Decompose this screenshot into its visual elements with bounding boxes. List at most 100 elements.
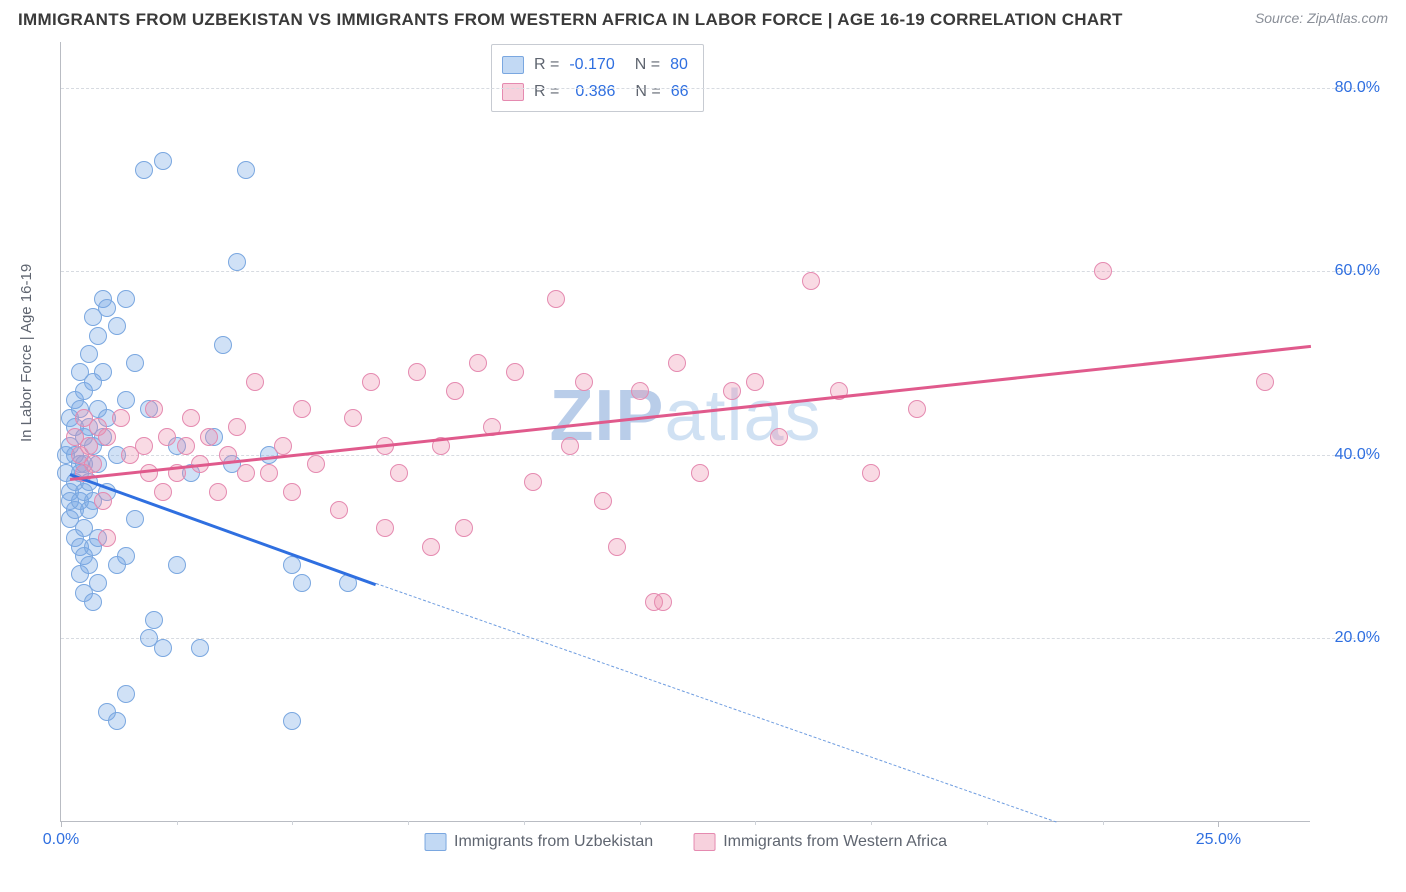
plot-area: ZIPatlas R = -0.170 N = 80 R = 0.386 N =… bbox=[60, 42, 1310, 822]
gridline-h bbox=[61, 455, 1370, 456]
legend-swatch-pink-icon bbox=[693, 833, 715, 851]
scatter-point bbox=[135, 437, 153, 455]
scatter-point bbox=[89, 574, 107, 592]
scatter-point bbox=[283, 483, 301, 501]
x-tick-minor bbox=[408, 821, 409, 825]
stats-row-blue: R = -0.170 N = 80 bbox=[502, 51, 689, 78]
chart-container: In Labor Force | Age 16-19 ZIPatlas R = … bbox=[28, 42, 1388, 882]
scatter-point bbox=[94, 363, 112, 381]
scatter-point bbox=[446, 382, 464, 400]
stats-n-blue: 80 bbox=[670, 51, 688, 78]
scatter-point bbox=[547, 290, 565, 308]
stats-row-pink: R = 0.386 N = 66 bbox=[502, 78, 689, 105]
stats-legend-box: R = -0.170 N = 80 R = 0.386 N = 66 bbox=[491, 44, 704, 112]
gridline-h bbox=[61, 271, 1370, 272]
stats-r-label: R = bbox=[534, 51, 559, 78]
scatter-point bbox=[561, 437, 579, 455]
scatter-point bbox=[376, 519, 394, 537]
y-tick-label: 40.0% bbox=[1335, 446, 1380, 464]
scatter-point bbox=[145, 400, 163, 418]
scatter-point bbox=[631, 382, 649, 400]
scatter-point bbox=[283, 712, 301, 730]
source-label: Source: ZipAtlas.com bbox=[1255, 10, 1388, 26]
scatter-point bbox=[182, 409, 200, 427]
scatter-point bbox=[177, 437, 195, 455]
swatch-pink-icon bbox=[502, 83, 524, 101]
scatter-point bbox=[84, 593, 102, 611]
scatter-point bbox=[94, 492, 112, 510]
scatter-point bbox=[98, 299, 116, 317]
stats-r-label2: R = bbox=[534, 78, 559, 105]
scatter-point bbox=[80, 437, 98, 455]
scatter-point bbox=[98, 428, 116, 446]
legend-item-pink: Immigrants from Western Africa bbox=[693, 833, 947, 851]
scatter-point bbox=[117, 391, 135, 409]
scatter-point bbox=[594, 492, 612, 510]
scatter-point bbox=[390, 464, 408, 482]
regression-line bbox=[70, 345, 1311, 481]
scatter-point bbox=[330, 501, 348, 519]
scatter-point bbox=[154, 483, 172, 501]
legend-label-pink: Immigrants from Western Africa bbox=[723, 833, 947, 851]
scatter-point bbox=[1256, 373, 1274, 391]
header: IMMIGRANTS FROM UZBEKISTAN VS IMMIGRANTS… bbox=[0, 0, 1406, 36]
scatter-point bbox=[228, 253, 246, 271]
scatter-point bbox=[862, 464, 880, 482]
scatter-point bbox=[802, 272, 820, 290]
x-tick-minor bbox=[292, 821, 293, 825]
scatter-point bbox=[214, 336, 232, 354]
scatter-point bbox=[770, 428, 788, 446]
scatter-point bbox=[108, 712, 126, 730]
scatter-point bbox=[89, 327, 107, 345]
scatter-point bbox=[422, 538, 440, 556]
scatter-point bbox=[608, 538, 626, 556]
scatter-point bbox=[117, 547, 135, 565]
scatter-point bbox=[691, 464, 709, 482]
scatter-point bbox=[746, 373, 764, 391]
scatter-point bbox=[126, 510, 144, 528]
scatter-point bbox=[908, 400, 926, 418]
scatter-point bbox=[408, 363, 426, 381]
x-tick-minor bbox=[755, 821, 756, 825]
scatter-point bbox=[200, 428, 218, 446]
scatter-point bbox=[80, 345, 98, 363]
x-tick-label: 0.0% bbox=[43, 831, 79, 849]
stats-n-pink: 66 bbox=[671, 78, 689, 105]
x-tick-minor bbox=[524, 821, 525, 825]
gridline-h bbox=[61, 88, 1370, 89]
scatter-point bbox=[140, 464, 158, 482]
scatter-point bbox=[117, 290, 135, 308]
stats-n-label: N = bbox=[635, 51, 660, 78]
page-title: IMMIGRANTS FROM UZBEKISTAN VS IMMIGRANTS… bbox=[18, 10, 1123, 30]
x-tick-minor bbox=[177, 821, 178, 825]
scatter-point bbox=[506, 363, 524, 381]
x-tick-minor bbox=[640, 821, 641, 825]
scatter-point bbox=[274, 437, 292, 455]
x-tick-minor bbox=[987, 821, 988, 825]
y-tick-label: 60.0% bbox=[1335, 262, 1380, 280]
y-tick-label: 80.0% bbox=[1335, 79, 1380, 97]
regression-line-dash bbox=[376, 583, 1057, 823]
scatter-point bbox=[455, 519, 473, 537]
scatter-point bbox=[246, 373, 264, 391]
watermark-light: atlas bbox=[664, 376, 821, 456]
legend-bottom: Immigrants from Uzbekistan Immigrants fr… bbox=[424, 833, 947, 851]
x-tick-minor bbox=[1103, 821, 1104, 825]
scatter-point bbox=[112, 409, 130, 427]
swatch-blue-icon bbox=[502, 56, 524, 74]
scatter-point bbox=[1094, 262, 1112, 280]
scatter-point bbox=[209, 483, 227, 501]
x-tick-mark bbox=[1218, 821, 1219, 827]
scatter-point bbox=[84, 455, 102, 473]
scatter-point bbox=[154, 639, 172, 657]
scatter-point bbox=[260, 464, 278, 482]
scatter-point bbox=[293, 574, 311, 592]
scatter-point bbox=[469, 354, 487, 372]
y-tick-label: 20.0% bbox=[1335, 629, 1380, 647]
scatter-point bbox=[228, 418, 246, 436]
scatter-point bbox=[668, 354, 686, 372]
legend-label-blue: Immigrants from Uzbekistan bbox=[454, 833, 653, 851]
scatter-point bbox=[283, 556, 301, 574]
stats-n-label2: N = bbox=[635, 78, 660, 105]
scatter-point bbox=[145, 611, 163, 629]
